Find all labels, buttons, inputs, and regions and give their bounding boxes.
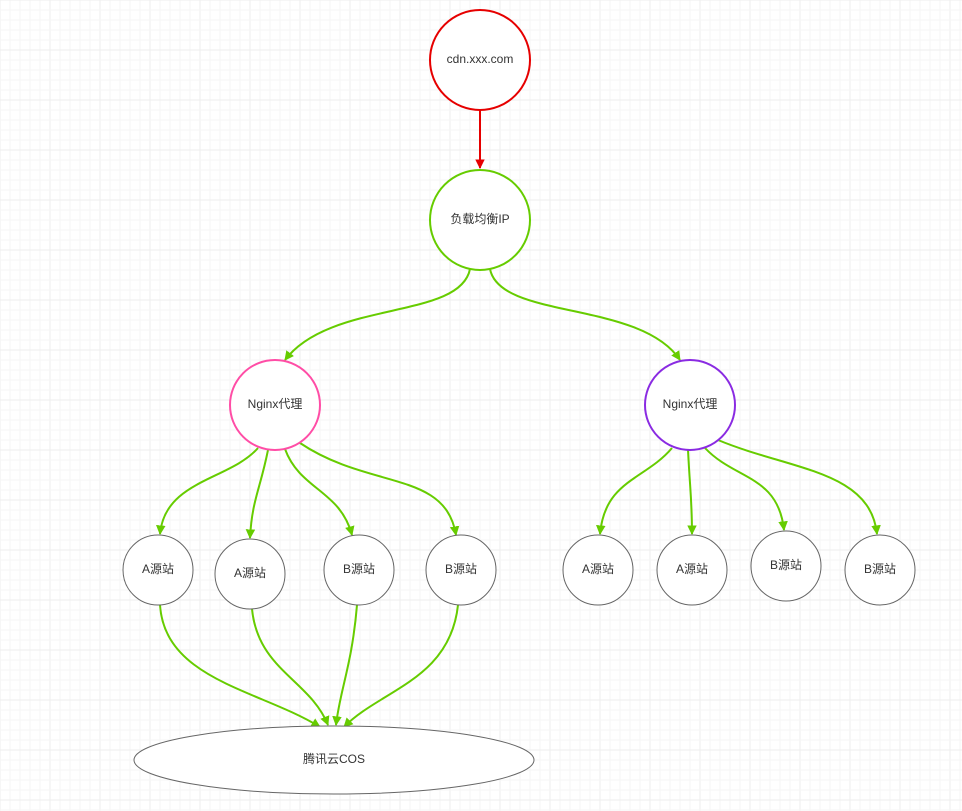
node-ngx1: Nginx代理 [230, 360, 320, 450]
node-l_b1: B源站 [324, 535, 394, 605]
node-label-l_b2: B源站 [445, 562, 477, 576]
node-ngx2: Nginx代理 [645, 360, 735, 450]
node-l_a1: A源站 [123, 535, 193, 605]
node-r_b2: B源站 [845, 535, 915, 605]
node-l_a2: A源站 [215, 539, 285, 609]
node-label-ngx1: Nginx代理 [248, 397, 303, 411]
node-l_b2: B源站 [426, 535, 496, 605]
node-cdn: cdn.xxx.com [430, 10, 530, 110]
node-label-l_a2: A源站 [234, 566, 266, 580]
node-label-r_b2: B源站 [864, 562, 896, 576]
node-label-r_b1: B源站 [770, 558, 802, 572]
node-label-lb: 负载均衡IP [450, 212, 509, 226]
node-label-r_a1: A源站 [582, 562, 614, 576]
node-label-cdn: cdn.xxx.com [447, 52, 514, 66]
node-label-ngx2: Nginx代理 [663, 397, 718, 411]
node-label-cos: 腾讯云COS [303, 751, 365, 766]
node-label-l_a1: A源站 [142, 562, 174, 576]
node-r_b1: B源站 [751, 531, 821, 601]
node-label-r_a2: A源站 [676, 562, 708, 576]
diagram-canvas: cdn.xxx.com 负载均衡IP Nginx代理 Nginx代理 A源站 A源站 B源站… [0, 0, 962, 811]
node-r_a1: A源站 [563, 535, 633, 605]
node-lb: 负载均衡IP [430, 170, 530, 270]
node-label-l_b1: B源站 [343, 562, 375, 576]
node-cos: 腾讯云COS [134, 726, 534, 794]
node-r_a2: A源站 [657, 535, 727, 605]
